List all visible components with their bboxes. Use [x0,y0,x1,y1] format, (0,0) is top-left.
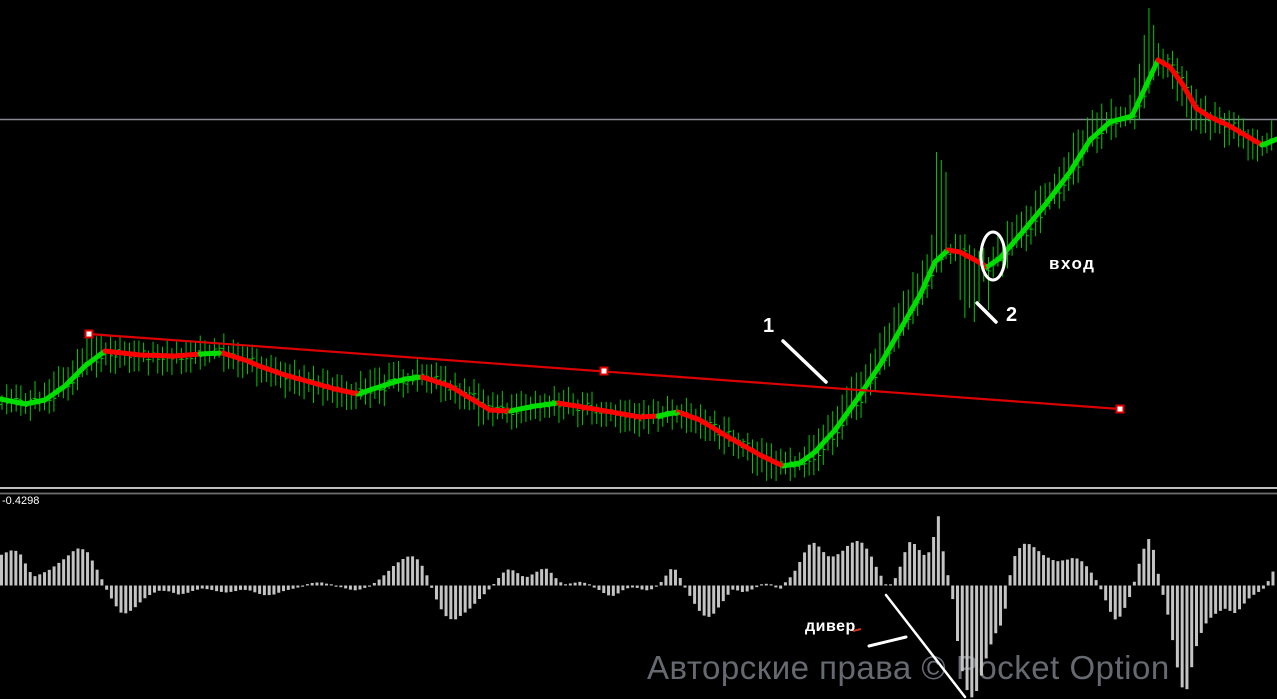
pane-separator[interactable] [0,487,1277,495]
red-tick-mark [852,628,862,632]
candles-layer [0,8,1275,481]
drawn-annotations [781,230,1007,699]
point-2-label: 2 [1006,304,1018,326]
trendline[interactable] [84,329,1125,414]
callout-1-line [781,339,828,384]
watermark-text: Авторские права © Pocket Option [647,649,1170,686]
divergence-label: дивер [805,618,856,635]
ma-tick-marks [1,57,1275,468]
entry-circle [979,230,1007,282]
point-1-label: 1 [763,315,775,337]
divergence-arrow-line [884,593,967,699]
entry-annotation-label: вход [1049,254,1096,273]
trendline-anchor[interactable] [599,366,609,376]
callout-2-line [975,301,998,324]
trendline-anchor[interactable] [1115,404,1125,414]
oscillator-value-label: -0.4298 [2,495,40,507]
trendline-anchor[interactable] [84,329,94,339]
oscillator-histogram [0,516,1275,698]
divergence-dash-line [867,635,908,648]
